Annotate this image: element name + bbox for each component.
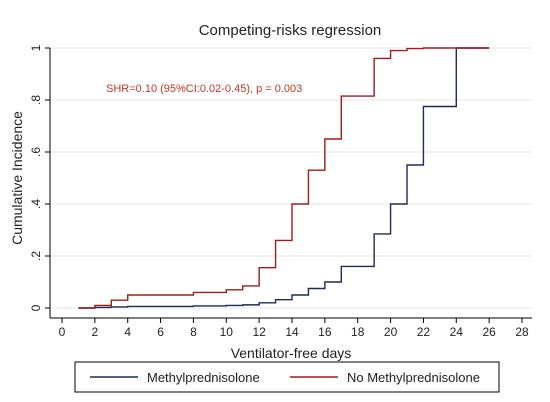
- y-axis-label: Cumulative Incidence: [9, 111, 25, 245]
- x-tick-label-4: 8: [190, 325, 197, 339]
- y-tick-label-4: .8: [29, 95, 43, 105]
- series-line-no-methylprednisolone: [78, 47, 490, 309]
- series-lines: [78, 47, 490, 309]
- x-tick-label-5: 10: [220, 325, 234, 339]
- x-tick-label-10: 20: [384, 325, 398, 339]
- y-tick-label-3: .6: [29, 147, 43, 157]
- x-tick-label-13: 26: [482, 325, 496, 339]
- legend-label-no-methylprednisolone: No Methylprednisolone: [347, 370, 480, 385]
- x-tick-label-3: 6: [157, 325, 164, 339]
- x-tick-label-12: 24: [450, 325, 464, 339]
- series-line-methylprednisolone: [78, 47, 490, 309]
- y-tick-label-5: 1: [29, 44, 43, 51]
- x-tick-label-9: 18: [351, 325, 365, 339]
- x-tick-label-2: 4: [124, 325, 131, 339]
- y-axis-ticks: 0 .2 .4 .6 .8 1: [29, 44, 50, 311]
- y-tick-label-0: 0: [29, 304, 43, 311]
- legend-label-methylprednisolone: Methylprednisolone: [147, 370, 260, 385]
- x-tick-label-8: 16: [318, 325, 332, 339]
- y-tick-label-1: .2: [29, 251, 43, 261]
- x-tick-label-1: 2: [92, 325, 99, 339]
- legend-box: [74, 361, 500, 393]
- x-axis-label: Ventilator-free days: [231, 345, 352, 361]
- annotation-text: SHR=0.10 (95%CI:0.02-0.45), p = 0.003: [106, 83, 302, 95]
- x-axis-ticks: 0 2 4 6 8 10 12 14 16 18 20 22 24 26 28: [59, 318, 529, 339]
- legend: Methylprednisolone No Methylprednisolone: [74, 361, 500, 393]
- x-tick-label-6: 12: [252, 325, 266, 339]
- x-tick-label-11: 22: [417, 325, 431, 339]
- chart-title: Competing-risks regression: [199, 22, 382, 39]
- gridlines: [50, 47, 532, 309]
- axes: [49, 48, 532, 319]
- x-tick-label-14: 28: [515, 325, 529, 339]
- y-tick-label-2: .4: [29, 199, 43, 209]
- x-tick-label-0: 0: [59, 325, 66, 339]
- x-tick-label-7: 14: [285, 325, 299, 339]
